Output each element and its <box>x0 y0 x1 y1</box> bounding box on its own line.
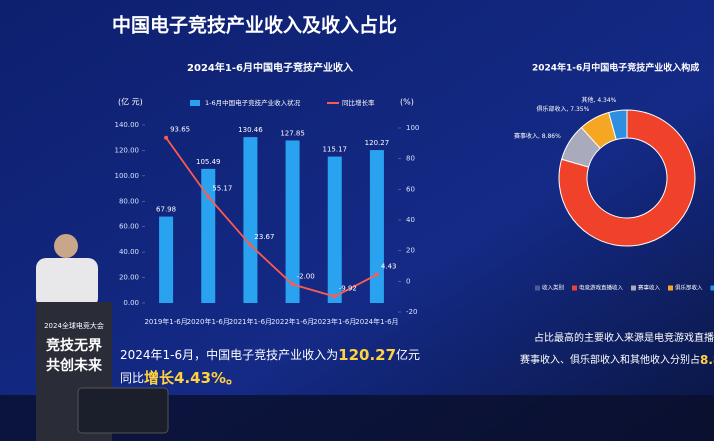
data-label: 93.65 <box>170 126 190 134</box>
data-label: 130.46 <box>238 126 263 134</box>
line-point <box>290 282 295 287</box>
bar <box>201 168 216 303</box>
legend-label: 同比增长率 <box>342 98 375 107</box>
bar <box>243 137 258 303</box>
y2-tick-label: -20 <box>406 308 417 316</box>
bar <box>285 140 300 303</box>
line-point <box>332 294 337 299</box>
chart-title: 2024年1-6月中国电子竞技产业收入 <box>187 61 353 74</box>
data-label: 115.17 <box>323 146 348 154</box>
x-tick-label: 2019年1-6月 <box>144 317 187 326</box>
legend-swatch <box>535 285 540 291</box>
annotation: 占比最高的主要收入来源是电竞游戏直播收入，占比 <box>534 331 714 344</box>
data-label: -2.00 <box>297 272 315 280</box>
data-label: 127.85 <box>280 129 305 137</box>
annotation-text: 同比 <box>120 371 144 385</box>
y2-tick-label: 100 <box>406 124 419 132</box>
data-label: 105.49 <box>196 158 221 166</box>
legend-swatch <box>572 285 577 291</box>
legend-swatch <box>668 285 673 291</box>
annotation-highlight: 8.86%、7.3 <box>700 353 714 367</box>
data-label: 55.17 <box>212 185 232 193</box>
annotation-text: 赛事收入、俱乐部收入和其他收入分别占 <box>520 353 700 366</box>
x-tick-label: 2020年1-6月 <box>187 317 230 326</box>
data-label: 120.27 <box>365 139 390 147</box>
data-label: 其他, 4.34% <box>582 96 617 104</box>
x-tick-label: 2024年1-6月 <box>355 317 398 326</box>
y-tick-label: 60.00 <box>119 223 139 231</box>
legend-label: 俱乐部收入 <box>675 284 703 292</box>
legend-swatch <box>710 285 714 291</box>
y2-axis-label: (%) <box>400 98 414 107</box>
annotation-text: 亿元 <box>396 347 420 362</box>
page-title: 中国电子竞技产业收入及收入占比 <box>112 14 397 37</box>
y2-tick-label: 80 <box>406 155 415 163</box>
annotation-highlight: 增长4.43%。 <box>144 369 241 387</box>
y2-tick-label: 60 <box>406 185 415 193</box>
y-tick-label: 80.00 <box>119 197 139 205</box>
annotation: 同比增长4.43%。 <box>120 369 241 387</box>
phone <box>77 387 169 434</box>
y2-tick-label: 0 <box>406 277 410 285</box>
bar <box>369 150 384 303</box>
data-label: -9.92 <box>339 285 357 293</box>
x-tick-label: 2021年1-6月 <box>229 317 272 326</box>
legend-label: 1-6月中国电子竞技产业收入状况 <box>205 98 301 107</box>
podium-text: 2024全球电竞大会 <box>44 321 104 330</box>
annotation: 赛事收入、俱乐部收入和其他收入分别占8.86%、7.3 <box>520 353 714 367</box>
pie-slice <box>608 109 628 141</box>
bar <box>327 156 342 303</box>
presenter-shirt <box>36 258 98 308</box>
y-tick-label: 140.00 <box>115 121 140 129</box>
data-label: 23.67 <box>254 233 274 241</box>
legend-label: 赛事收入 <box>638 284 661 292</box>
data-label: 赛事收入, 8.86% <box>514 132 561 140</box>
presenter-head <box>54 234 78 258</box>
bar <box>159 216 174 303</box>
podium-text: 竞技无界 <box>46 337 103 354</box>
annotation: 2024年1-6月，中国电子竞技产业收入为120.27亿元 <box>120 346 420 364</box>
y2-tick-label: 20 <box>406 247 415 255</box>
y-tick-label: 20.00 <box>119 274 139 282</box>
data-label: 4.43 <box>381 263 397 271</box>
y2-tick-label: 40 <box>406 216 415 224</box>
data-label: 67.98 <box>156 206 176 214</box>
legend-label: 收入类别 <box>542 284 564 292</box>
podium-text: 共创未来 <box>46 357 103 374</box>
legend-swatch <box>631 285 636 291</box>
y-tick-label: 100.00 <box>115 172 140 180</box>
pie-slice <box>558 109 696 247</box>
data-label: 俱乐部收入, 7.35% <box>536 105 589 113</box>
chart-title: 2024年1-6月中国电子竞技产业收入构成 <box>532 62 699 74</box>
legend-swatch <box>190 100 200 106</box>
line-point <box>248 243 253 248</box>
line-point <box>164 135 169 140</box>
line <box>165 137 378 298</box>
legend-label: 电竞游戏直播收入 <box>579 284 624 292</box>
line-point <box>206 194 211 199</box>
y-tick-label: 40.00 <box>119 248 139 256</box>
y-tick-label: 0.00 <box>123 299 139 307</box>
x-tick-label: 2022年1-6月 <box>271 317 314 326</box>
annotation-highlight: 120.27 <box>338 346 396 364</box>
y-axis-label: (亿 元) <box>118 97 143 107</box>
x-tick-label: 2023年1-6月 <box>313 317 356 326</box>
annotation-text: 2024年1-6月，中国电子竞技产业收入为 <box>120 347 338 362</box>
y-tick-label: 120.00 <box>115 146 140 154</box>
line-point <box>374 272 379 277</box>
